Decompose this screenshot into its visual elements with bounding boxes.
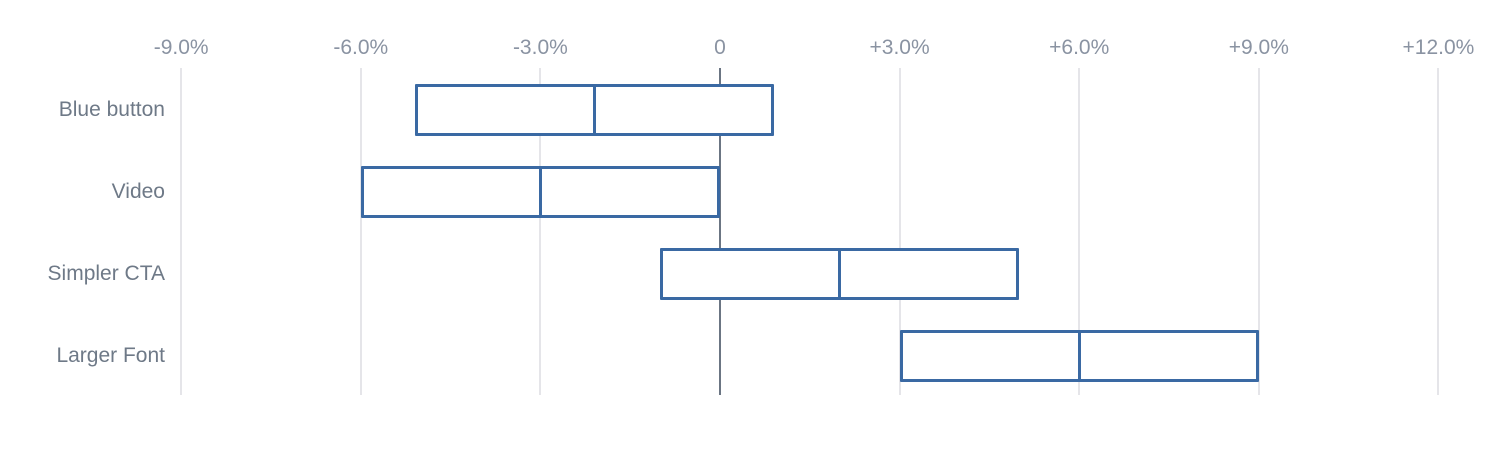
axis-tick-label: -9.0% (153, 36, 209, 59)
range-box (414, 84, 774, 136)
range-box (360, 166, 720, 218)
axis-tick-label: -6.0% (333, 36, 389, 59)
axis-tick-label: +3.0% (869, 36, 930, 59)
range-box-midline (838, 251, 842, 297)
axis-tick-label: 0 (714, 36, 726, 59)
zero-gridline (719, 68, 721, 395)
category-label: Larger Font (56, 344, 165, 367)
category-label: Blue button (58, 98, 165, 121)
gridline (1257, 68, 1260, 395)
gridline (1437, 68, 1440, 395)
gridline (898, 68, 901, 395)
range-box (899, 330, 1259, 382)
axis-tick-label: +12.0% (1402, 36, 1475, 59)
range-box-midline (538, 169, 542, 215)
axis-tick-label: +6.0% (1049, 36, 1110, 59)
range-box-midline (592, 87, 596, 133)
category-label: Video (111, 180, 165, 203)
category-label: Simpler CTA (47, 262, 165, 285)
gridline (180, 68, 183, 395)
axis-tick-label: -3.0% (512, 36, 568, 59)
range-box-midline (1077, 333, 1081, 379)
gridline (359, 68, 362, 395)
range-box (660, 248, 1020, 300)
axis-tick-label: +9.0% (1228, 36, 1289, 59)
gridline (539, 68, 542, 395)
gridline (1078, 68, 1081, 395)
